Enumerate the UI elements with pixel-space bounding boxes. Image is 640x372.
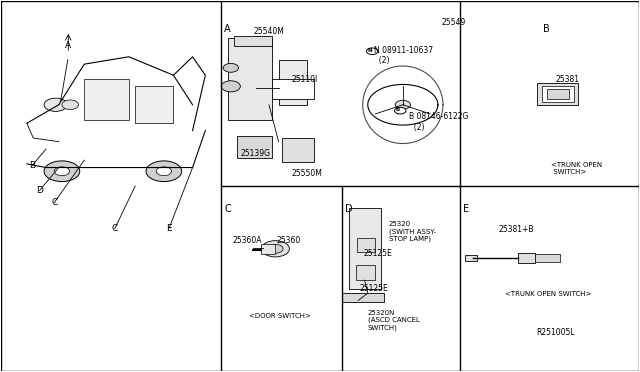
- Text: E: E: [166, 224, 172, 233]
- Text: 25550M: 25550M: [291, 169, 322, 179]
- Text: 25360A: 25360A: [232, 236, 262, 245]
- Circle shape: [62, 100, 79, 110]
- FancyBboxPatch shape: [357, 238, 375, 253]
- FancyBboxPatch shape: [234, 36, 272, 46]
- Circle shape: [268, 244, 283, 253]
- FancyBboxPatch shape: [342, 293, 384, 302]
- FancyBboxPatch shape: [228, 38, 272, 119]
- Text: 25125E: 25125E: [360, 284, 388, 293]
- FancyBboxPatch shape: [237, 136, 272, 158]
- Text: E: E: [463, 205, 470, 215]
- FancyBboxPatch shape: [272, 79, 314, 99]
- FancyBboxPatch shape: [278, 61, 307, 105]
- Text: N 08911-10637
  (2): N 08911-10637 (2): [374, 46, 433, 65]
- FancyBboxPatch shape: [135, 86, 173, 123]
- Text: C: C: [225, 205, 231, 215]
- FancyBboxPatch shape: [547, 89, 569, 99]
- Text: R251005L: R251005L: [537, 328, 575, 337]
- Text: 25360: 25360: [276, 236, 301, 245]
- Circle shape: [156, 167, 172, 176]
- Text: B 08146-6122G
  (2): B 08146-6122G (2): [409, 112, 468, 132]
- Text: C: C: [51, 198, 58, 207]
- Circle shape: [223, 63, 239, 72]
- Text: 25381: 25381: [556, 75, 580, 84]
- Text: B: B: [396, 108, 400, 112]
- Text: A: A: [225, 23, 231, 33]
- FancyBboxPatch shape: [541, 86, 573, 102]
- FancyBboxPatch shape: [536, 254, 559, 262]
- Text: 25381+B: 25381+B: [499, 225, 534, 234]
- FancyBboxPatch shape: [537, 83, 578, 105]
- FancyBboxPatch shape: [518, 253, 536, 263]
- Circle shape: [394, 108, 406, 114]
- Text: B: B: [543, 23, 550, 33]
- Text: 25139G: 25139G: [241, 149, 270, 158]
- Text: N: N: [367, 48, 372, 53]
- Text: 25549: 25549: [441, 18, 465, 27]
- Text: 25125E: 25125E: [364, 249, 392, 258]
- Text: 25320
(SWITH ASSY-
STOP LAMP): 25320 (SWITH ASSY- STOP LAMP): [389, 221, 436, 242]
- Text: <TRUNK OPEN
 SWITCH>: <TRUNK OPEN SWITCH>: [550, 162, 602, 175]
- Circle shape: [54, 167, 70, 176]
- FancyBboxPatch shape: [84, 79, 129, 119]
- Text: 25540M: 25540M: [253, 27, 284, 36]
- Circle shape: [367, 48, 378, 55]
- Circle shape: [44, 161, 80, 182]
- Text: 25320N
(ASCD CANCEL
SWITCH): 25320N (ASCD CANCEL SWITCH): [368, 310, 420, 331]
- Text: C: C: [112, 224, 118, 233]
- Text: <TRUNK OPEN SWITCH>: <TRUNK OPEN SWITCH>: [505, 291, 591, 297]
- Circle shape: [261, 241, 289, 257]
- FancyBboxPatch shape: [261, 244, 275, 254]
- FancyBboxPatch shape: [356, 265, 375, 280]
- Text: D: D: [36, 186, 43, 195]
- Circle shape: [44, 98, 67, 112]
- Text: D: D: [346, 205, 353, 215]
- Text: A: A: [65, 41, 71, 50]
- Text: 25110I: 25110I: [291, 75, 317, 84]
- Circle shape: [221, 81, 241, 92]
- Circle shape: [395, 100, 410, 109]
- Circle shape: [146, 161, 182, 182]
- FancyBboxPatch shape: [349, 208, 381, 289]
- FancyBboxPatch shape: [282, 138, 314, 162]
- Text: <DOOR SWITCH>: <DOOR SWITCH>: [248, 313, 310, 320]
- FancyBboxPatch shape: [465, 255, 477, 261]
- Text: B: B: [29, 161, 35, 170]
